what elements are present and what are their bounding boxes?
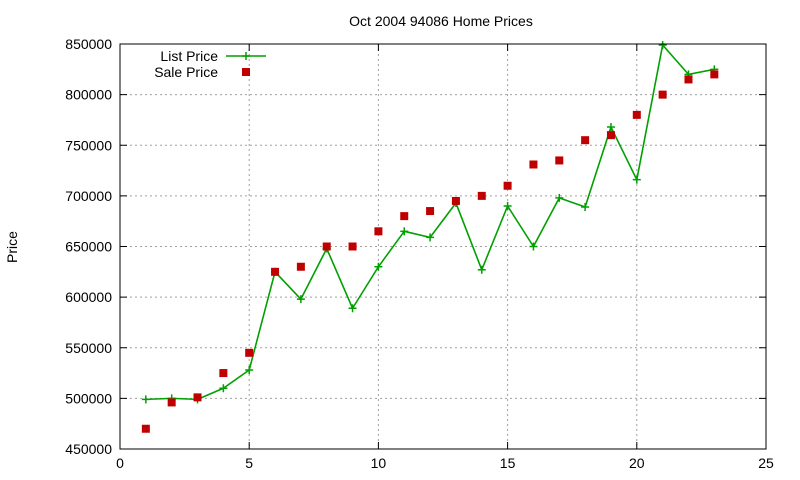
list-price-point: [477, 265, 486, 274]
sale-price-point: [322, 242, 331, 251]
legend-label: Sale Price: [154, 64, 218, 80]
y-axis-label: Price: [4, 231, 20, 263]
list-price-point: [658, 41, 667, 50]
sale-price-point: [477, 191, 486, 200]
sale-price-point: [245, 348, 254, 357]
sale-price-point: [271, 267, 280, 276]
list-price-point: [245, 366, 254, 375]
x-tick-label: 20: [629, 455, 645, 471]
y-tick-label: 500000: [65, 390, 112, 406]
plot-frame: [119, 43, 767, 450]
sale-price-point: [503, 181, 512, 190]
sale-price-point: [400, 212, 409, 221]
x-tick-label: 25: [758, 455, 774, 471]
y-tick-label: 750000: [65, 137, 112, 153]
list-price-point: [141, 395, 150, 404]
list-price-point: [242, 52, 250, 60]
sale-price-point: [529, 160, 538, 169]
sale-price-point: [219, 369, 228, 378]
y-tick-label: 450000: [65, 441, 112, 457]
sale-price-point: [684, 75, 693, 84]
y-tick-label: 600000: [65, 289, 112, 305]
y-tick-label: 700000: [65, 188, 112, 204]
y-tick-label: 850000: [65, 36, 112, 52]
x-tick-label: 5: [245, 455, 253, 471]
x-tick-label: 0: [116, 455, 124, 471]
sale-price-point: [606, 131, 615, 140]
list-price-point: [503, 202, 512, 210]
y-tick-label: 800000: [65, 87, 112, 103]
list-price-point: [529, 242, 538, 251]
sale-price-point: [658, 90, 667, 99]
sale-price-point: [296, 262, 305, 271]
sale-price-point: [374, 227, 383, 236]
list-price-point: [296, 295, 305, 304]
list-price-point: [400, 227, 409, 236]
sale-price-point: [348, 242, 357, 251]
list-price-point: [632, 175, 641, 184]
sale-price-point: [426, 207, 435, 216]
sale-price-point: [710, 70, 719, 79]
sale-price-point: [555, 156, 564, 165]
list-price-point: [555, 193, 564, 202]
y-tick-label: 550000: [65, 340, 112, 356]
sale-price-point: [141, 424, 150, 433]
x-tick-label: 15: [500, 455, 516, 471]
sale-price-point: [451, 196, 460, 205]
axis-ticks: 0 5 10 15 20 25 450000 500000 550000 600000 650000…: [65, 36, 774, 471]
chart-title: Oct 2004 94086 Home Prices: [349, 13, 533, 29]
list-price-point: [606, 123, 615, 132]
sale-price-point: [167, 398, 176, 407]
sale-price-point: [581, 136, 590, 145]
legend-swatch-square: [242, 68, 250, 76]
list-price-point: [581, 203, 590, 212]
list-price-point: [219, 384, 228, 393]
series-layer: [141, 41, 719, 433]
list-price-point: [426, 233, 435, 242]
list-price-point: [374, 262, 383, 271]
grid-lines: [120, 44, 766, 449]
x-tick-label: 10: [371, 455, 387, 471]
list-price-line: [145, 44, 715, 401]
y-tick-label: 650000: [65, 239, 112, 255]
sale-price-point: [193, 393, 202, 402]
sale-price-point: [632, 110, 641, 119]
list-price-point: [348, 304, 357, 313]
legend-label: List Price: [160, 48, 218, 64]
